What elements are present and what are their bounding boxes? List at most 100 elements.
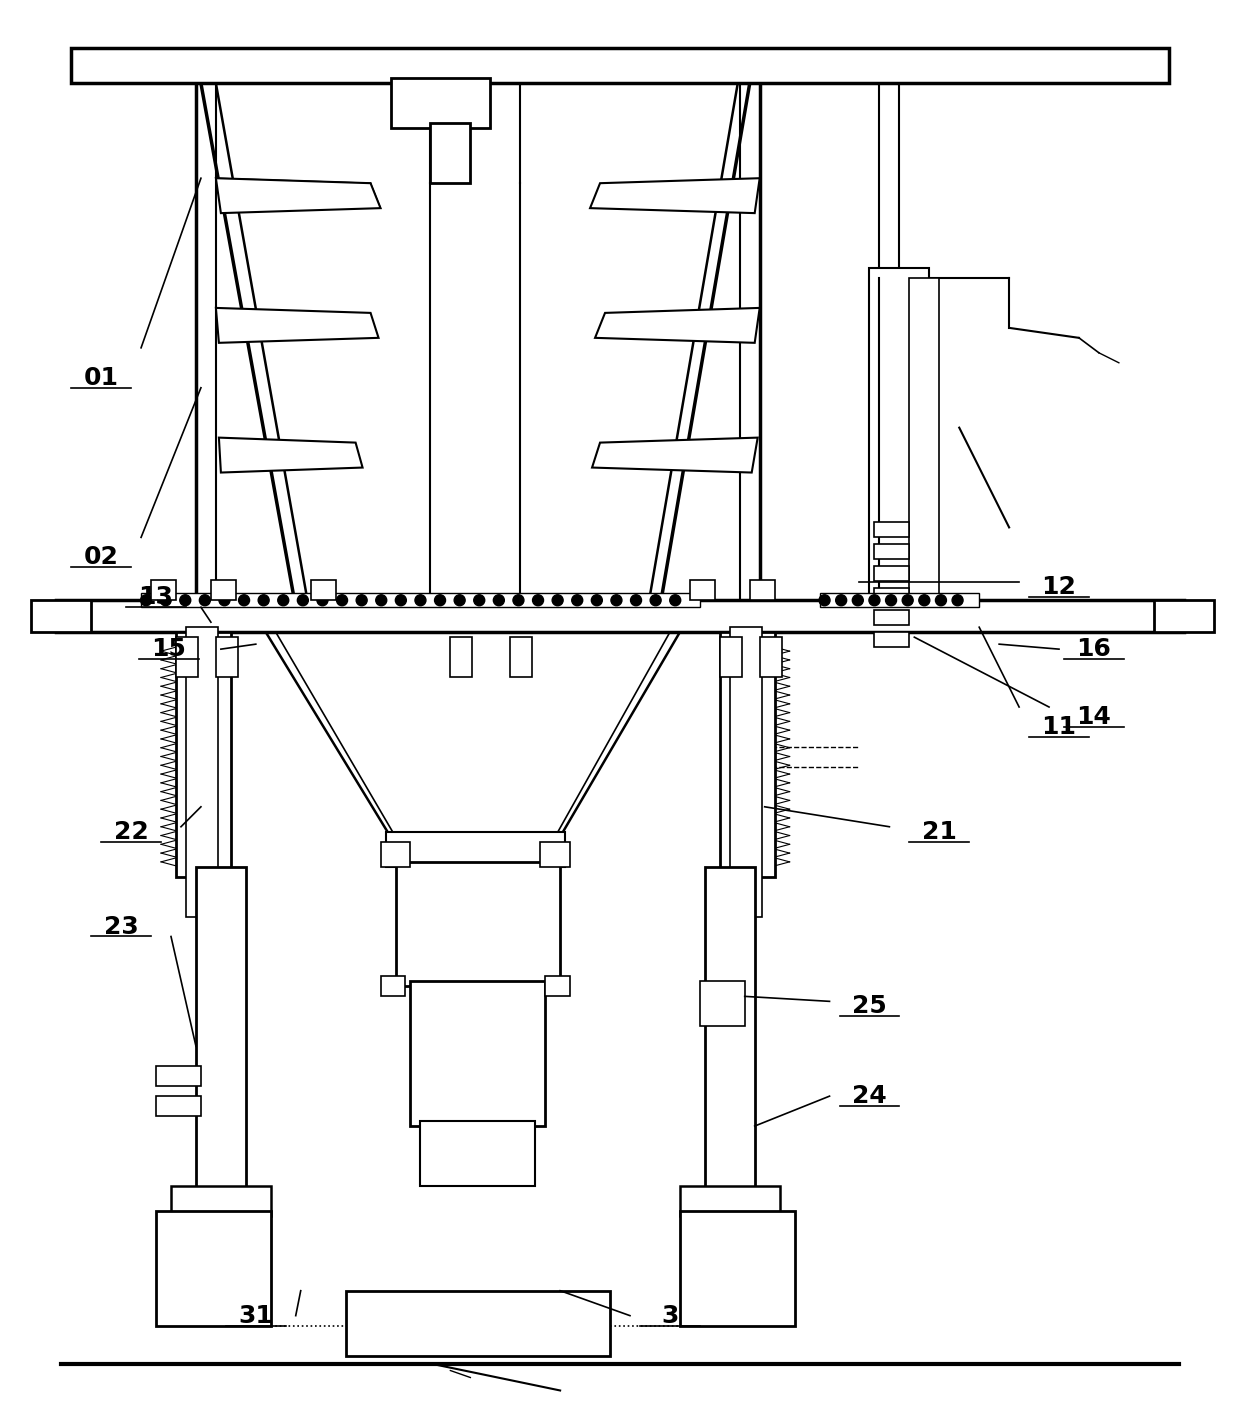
Bar xyxy=(396,862,560,986)
Bar xyxy=(31,601,92,632)
Bar xyxy=(730,628,761,916)
Circle shape xyxy=(869,595,880,605)
Circle shape xyxy=(140,595,151,605)
Text: 22: 22 xyxy=(114,819,149,843)
Text: 3: 3 xyxy=(661,1304,678,1327)
Bar xyxy=(689,581,714,601)
Bar xyxy=(420,1122,536,1186)
Text: 25: 25 xyxy=(852,995,887,1019)
Polygon shape xyxy=(590,178,760,213)
Circle shape xyxy=(670,595,681,605)
Circle shape xyxy=(278,595,289,605)
Polygon shape xyxy=(595,308,760,342)
Bar xyxy=(874,567,909,581)
Bar xyxy=(346,1290,610,1356)
Text: 14: 14 xyxy=(1076,705,1111,729)
Bar xyxy=(750,581,775,601)
Polygon shape xyxy=(216,178,381,213)
Bar xyxy=(386,832,565,866)
Circle shape xyxy=(160,595,171,605)
Circle shape xyxy=(552,595,563,605)
Bar xyxy=(699,982,745,1026)
Circle shape xyxy=(935,595,946,605)
Circle shape xyxy=(820,595,830,605)
Bar xyxy=(311,581,336,601)
Bar xyxy=(56,601,1184,632)
Bar xyxy=(510,638,532,676)
Bar xyxy=(391,78,490,128)
Circle shape xyxy=(903,595,913,605)
Bar xyxy=(874,611,909,625)
Bar xyxy=(171,1186,270,1216)
Bar xyxy=(874,588,909,604)
Text: 13: 13 xyxy=(139,585,174,609)
Circle shape xyxy=(650,595,661,605)
Bar xyxy=(186,628,218,916)
Bar xyxy=(450,638,472,676)
Bar xyxy=(410,982,546,1126)
Polygon shape xyxy=(219,438,362,472)
Text: 21: 21 xyxy=(921,819,957,843)
Bar xyxy=(176,632,231,876)
Polygon shape xyxy=(591,438,758,472)
Text: 23: 23 xyxy=(104,915,139,939)
Circle shape xyxy=(836,595,847,605)
Circle shape xyxy=(180,595,191,605)
Bar xyxy=(874,522,909,538)
Bar xyxy=(820,594,980,608)
Bar xyxy=(381,842,410,866)
Text: 02: 02 xyxy=(84,545,119,569)
Circle shape xyxy=(396,595,407,605)
Circle shape xyxy=(852,595,863,605)
Circle shape xyxy=(238,595,249,605)
Text: 01: 01 xyxy=(83,365,119,390)
Text: 24: 24 xyxy=(852,1085,887,1109)
Text: 16: 16 xyxy=(1076,636,1111,661)
Bar xyxy=(704,866,755,1196)
Bar xyxy=(141,594,699,608)
Polygon shape xyxy=(216,308,378,342)
Circle shape xyxy=(356,595,367,605)
Bar xyxy=(156,1096,201,1116)
Bar xyxy=(216,638,238,676)
Circle shape xyxy=(494,595,505,605)
Circle shape xyxy=(572,595,583,605)
Bar xyxy=(1153,601,1214,632)
Bar xyxy=(541,842,570,866)
Circle shape xyxy=(919,595,930,605)
Bar xyxy=(680,1212,795,1326)
Text: 31: 31 xyxy=(238,1304,273,1327)
Circle shape xyxy=(200,595,211,605)
Bar xyxy=(381,976,405,996)
Bar xyxy=(719,632,775,876)
Circle shape xyxy=(591,595,603,605)
Bar xyxy=(156,1066,201,1086)
Circle shape xyxy=(513,595,525,605)
Circle shape xyxy=(376,595,387,605)
Circle shape xyxy=(219,595,229,605)
Bar xyxy=(430,123,470,183)
Circle shape xyxy=(631,595,641,605)
Bar xyxy=(546,976,570,996)
Bar xyxy=(869,268,929,628)
Bar xyxy=(176,638,198,676)
Circle shape xyxy=(532,595,543,605)
Bar xyxy=(71,49,1169,83)
Bar xyxy=(196,866,246,1196)
Circle shape xyxy=(336,595,347,605)
Circle shape xyxy=(885,595,897,605)
Bar xyxy=(909,278,939,618)
Bar xyxy=(680,1186,780,1216)
Bar xyxy=(874,544,909,559)
Bar xyxy=(156,1212,270,1326)
Text: 15: 15 xyxy=(151,636,186,661)
Circle shape xyxy=(952,595,963,605)
Text: 12: 12 xyxy=(1042,575,1076,599)
Bar xyxy=(874,632,909,648)
Circle shape xyxy=(454,595,465,605)
Circle shape xyxy=(317,595,327,605)
Bar xyxy=(151,581,176,601)
Bar xyxy=(211,581,236,601)
Circle shape xyxy=(434,595,445,605)
Text: 11: 11 xyxy=(1042,715,1076,739)
